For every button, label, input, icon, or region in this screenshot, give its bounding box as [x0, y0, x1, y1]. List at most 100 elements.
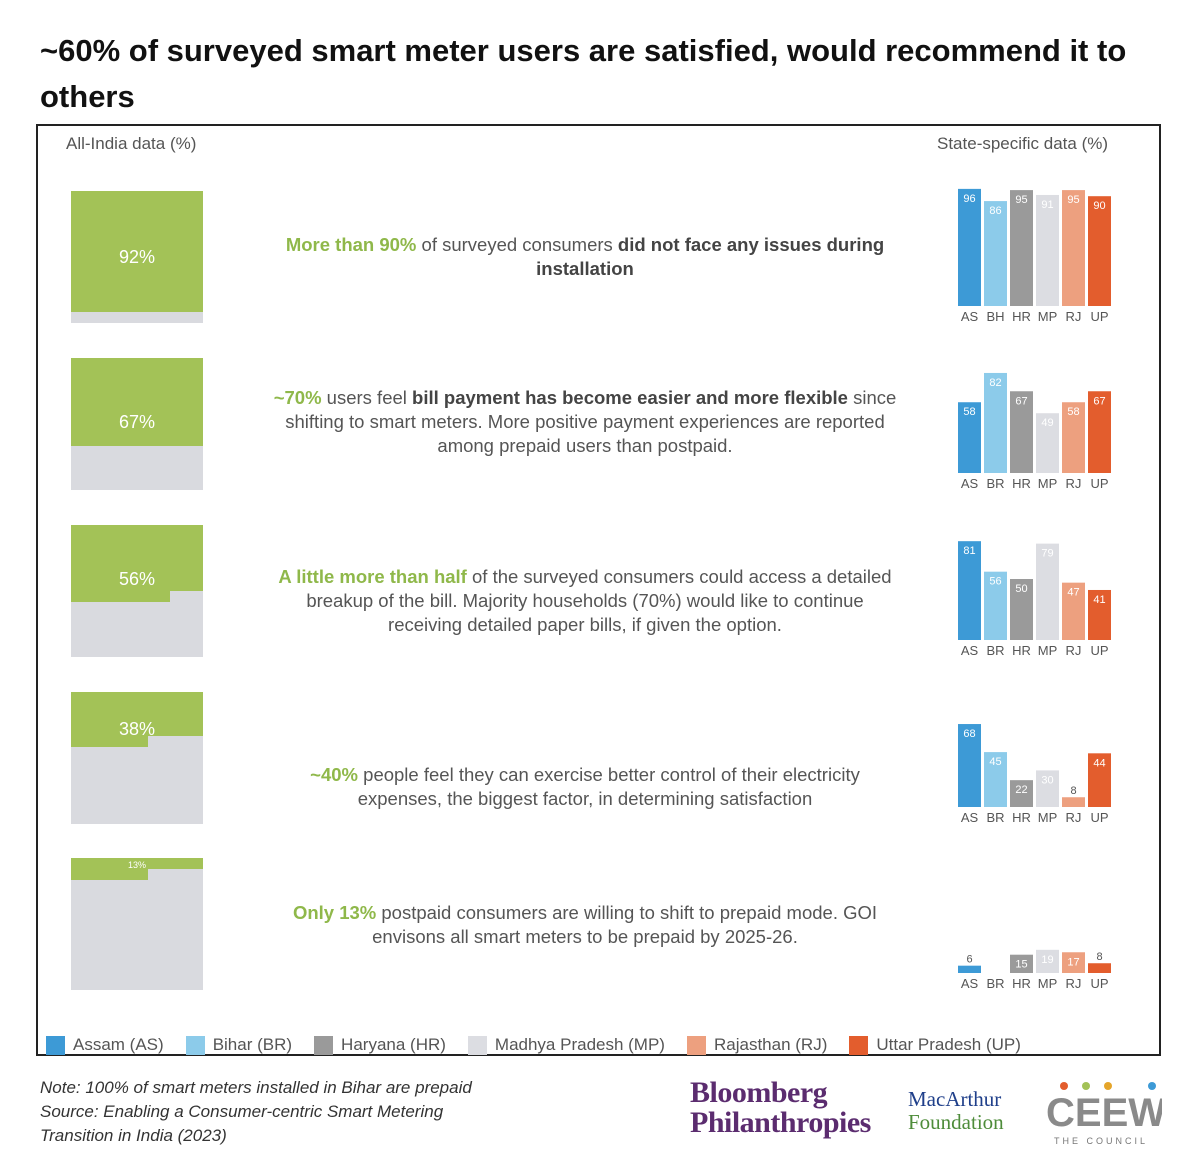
bar-value-label: 91 — [1041, 199, 1053, 211]
tick-label: UP — [1090, 643, 1108, 658]
tick-label: HR — [1012, 810, 1031, 825]
waffle-green-block — [71, 191, 203, 312]
waffle-fill-4 — [71, 692, 203, 747]
bar-value-label: 8 — [1096, 951, 1102, 963]
row-text-part: bill payment has become easier and more … — [412, 387, 848, 408]
bar-value-label: 15 — [1015, 959, 1027, 971]
tick-label: MP — [1038, 643, 1058, 658]
bar-HR — [1010, 190, 1033, 306]
waffle-green-block — [71, 358, 203, 446]
bloomberg-logo-line1: Bloomberg — [690, 1076, 828, 1109]
legend-item: Assam (AS) — [46, 1035, 164, 1055]
bar-RJ — [1062, 797, 1085, 807]
bar-value-label: 67 — [1093, 395, 1105, 407]
legend-swatch — [46, 1035, 65, 1055]
source-note: Note: 100% of smart meters installed in … — [40, 1076, 472, 1148]
bar-value-label: 49 — [1041, 417, 1053, 429]
row-text-4: ~40% people feel they can exercise bette… — [270, 763, 900, 811]
bar-value-label: 30 — [1041, 774, 1053, 786]
tick-label: BR — [986, 476, 1004, 491]
bar-value-label: 50 — [1015, 583, 1027, 595]
row-text-part: of surveyed consumers — [416, 234, 618, 255]
bar-value-label: 58 — [1067, 406, 1079, 418]
legend-swatch — [849, 1035, 869, 1055]
all-india-square-5: 13% — [71, 858, 203, 990]
legend-swatch — [314, 1035, 334, 1055]
waffle-fill-3 — [71, 525, 203, 602]
tick-label: HR — [1012, 309, 1031, 324]
bar-HR — [1010, 579, 1033, 640]
legend-label: Uttar Pradesh (UP) — [876, 1035, 1021, 1054]
waffle-green-partial — [71, 591, 170, 602]
waffle-green-partial — [71, 736, 148, 747]
all-india-header: All-India data (%) — [66, 134, 197, 153]
tick-label: HR — [1012, 476, 1031, 491]
macarthur-logo-line2: Foundation — [908, 1110, 1004, 1134]
tick-label: RJ — [1066, 976, 1082, 991]
ceew-dot-green — [1082, 1082, 1090, 1090]
state-header: State-specific data (%) — [937, 134, 1109, 153]
tick-label: UP — [1090, 476, 1108, 491]
bar-AS — [958, 402, 981, 473]
tick-label: MP — [1038, 976, 1058, 991]
waffle-green-block — [71, 525, 203, 591]
note-line-3: Transition in India (2023) — [40, 1126, 227, 1145]
tick-label: HR — [1012, 643, 1031, 658]
legend-item: Bihar (BR) — [185, 1035, 293, 1055]
tick-label: RJ — [1066, 810, 1082, 825]
bar-AS — [958, 965, 981, 973]
bar-value-label: 56 — [989, 576, 1001, 588]
bar-UP — [1088, 589, 1111, 640]
note-line-2: Source: Enabling a Consumer-centric Smar… — [40, 1102, 444, 1121]
bar-value-label: 86 — [989, 205, 1001, 217]
row-text-1: More than 90% of surveyed consumers did … — [270, 233, 900, 281]
tick-label: AS — [961, 476, 979, 491]
state-bar-chart-2: 58 AS 82 BR 67 HR 49 MP 58 RJ 67 UP — [958, 372, 1111, 491]
bar-RJ — [1062, 190, 1085, 306]
waffle-fill-1 — [71, 191, 203, 312]
legend-swatch — [185, 1035, 205, 1055]
legend-label: Bihar (BR) — [212, 1035, 293, 1054]
bar-value-label: 22 — [1015, 784, 1027, 796]
bar-value-label: 6 — [966, 954, 972, 966]
bar-value-label: 95 — [1067, 194, 1079, 206]
bar-MP — [1036, 543, 1059, 640]
waffle-green-block — [71, 692, 203, 736]
bar-MP — [1036, 770, 1059, 807]
tick-label: AS — [961, 309, 979, 324]
bar-UP — [1088, 963, 1111, 973]
bar-value-label: 79 — [1041, 548, 1053, 560]
row-text-part: since shifting to smart meters. More pos… — [285, 387, 897, 456]
tick-label: MP — [1038, 810, 1058, 825]
row-text-part: people feel they can exercise better con… — [357, 764, 860, 809]
legend-label: Rajasthan (RJ) — [713, 1035, 828, 1054]
state-bar-chart-3: 81 AS 56 BR 50 HR 79 MP 47 RJ 41 UP — [958, 541, 1111, 658]
row-text-part: postpaid consumers are willing to shift … — [372, 902, 878, 947]
bloomberg-logo-line2: Philanthropies — [690, 1106, 871, 1139]
row-text-5: Only 13% postpaid consumers are willing … — [270, 901, 900, 949]
macarthur-logo-line1: MacArthur — [908, 1087, 1002, 1111]
row-text-part: ~70% — [273, 387, 322, 408]
row-text-3: A little more than half of the surveyed … — [270, 565, 900, 637]
bar-value-label: 45 — [989, 756, 1001, 768]
legend-swatch — [686, 1035, 706, 1055]
tick-label: MP — [1038, 476, 1058, 491]
pct-label-1: 92% — [118, 247, 156, 267]
all-india-square-3: 56% — [71, 525, 203, 657]
bar-value-label: 41 — [1093, 594, 1105, 606]
pct-label-4: 38% — [118, 719, 156, 739]
bar-value-label: 96 — [963, 193, 975, 205]
row-text-part: users feel — [321, 387, 413, 408]
tick-label: UP — [1090, 810, 1108, 825]
ceew-logo: CEEW THE COUNCIL — [1046, 1082, 1162, 1146]
bar-value-label: 67 — [1015, 395, 1027, 407]
bar-value-label: 44 — [1093, 757, 1105, 769]
all-india-square-4: 38% — [71, 692, 203, 824]
pct-label-3: 56% — [118, 569, 156, 589]
bar-value-label: 68 — [963, 728, 975, 740]
legend-item: Haryana (HR) — [314, 1035, 446, 1055]
bar-value-label: 58 — [963, 406, 975, 418]
bar-RJ — [1062, 582, 1085, 640]
bar-BR — [984, 372, 1007, 473]
bar-BH — [984, 201, 1007, 306]
